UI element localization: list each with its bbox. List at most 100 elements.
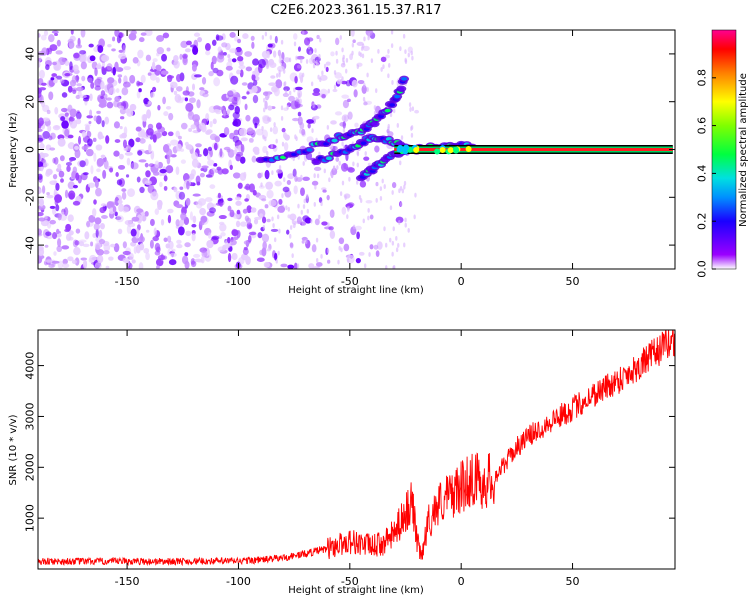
noise-blob [204,43,211,52]
noise-blob [130,228,137,237]
noise-blob [343,115,347,121]
noise-blob [184,48,191,53]
noise-blob [315,257,319,263]
noise-blob [209,120,213,128]
noise-blob [55,64,61,71]
noise-blob [339,191,343,197]
noise-blob [345,57,349,63]
noise-blob [229,48,237,54]
noise-blob [44,215,48,220]
noise-blob [191,83,196,91]
snr-frame [37,329,676,570]
noise-blob [295,96,298,102]
noise-blob [246,205,252,214]
noise-blob [230,75,239,85]
noise-blob [314,218,320,226]
noise-blob [385,54,390,59]
noise-blob [96,110,101,115]
snr-xtick-label: 0 [458,575,465,588]
noise-blob [103,250,110,255]
noise-blob [312,63,316,69]
noise-blob [39,198,45,207]
noise-blob [267,43,273,48]
noise-blob [225,65,233,71]
noise-blob [190,169,196,177]
noise-blob [99,98,107,106]
noise-blob [213,77,221,87]
noise-blob [409,107,412,112]
noise-blob [72,64,79,72]
noise-blob [112,36,116,42]
noise-blob [278,53,282,59]
noise-blob [242,208,248,214]
noise-blob [118,49,124,53]
noise-blob [325,61,331,66]
tone-blob [447,147,454,154]
noise-blob [145,54,152,62]
noise-blob [288,90,292,96]
noise-blob [131,259,136,264]
noise-blob [188,128,193,133]
noise-blob [404,57,407,63]
noise-blob [220,232,226,237]
noise-blob [68,116,75,122]
noise-blob [272,50,277,58]
noise-blob [328,226,334,231]
noise-blob [117,199,123,204]
noise-blob [393,108,396,114]
noise-blob [49,205,56,209]
noise-blob [201,165,209,169]
noise-blob [80,257,88,261]
noise-blob [234,145,243,151]
noise-blob [221,42,228,48]
figure-title: C2E6.2023.361.15.37.R17 [270,3,441,18]
chirp-core [389,103,396,107]
noise-blob [121,87,129,96]
noise-blob [182,90,190,96]
chirp-core [331,138,338,143]
noise-blob [213,109,220,113]
noise-blob [149,68,157,73]
noise-blob [131,216,140,222]
noise-blob [351,79,358,88]
noise-blob [178,135,182,140]
noise-blob [76,83,82,87]
noise-blob [238,65,246,70]
noise-blob [268,82,277,87]
noise-blob [67,181,75,190]
noise-blob [163,175,168,182]
noise-blob [176,73,182,83]
noise-blob [273,237,277,243]
noise-blob [257,172,262,179]
noise-blob [315,237,319,243]
noise-blob [155,122,162,130]
noise-blob [313,88,320,94]
noise-blob [280,115,284,121]
noise-blob [68,236,74,241]
noise-blob [38,33,41,38]
noise-blob [50,77,55,81]
noise-blob [191,151,199,161]
noise-blob [278,72,281,78]
noise-blob [223,127,230,136]
noise-blob [294,75,298,84]
tone-line [394,144,673,155]
noise-blob [175,86,183,92]
noise-blob [209,133,218,141]
noise-blob [192,193,201,197]
spectrogram-ytick-label: 0 [24,146,37,153]
noise-blob [48,34,55,43]
noise-blob [240,137,248,142]
noise-blob [78,94,87,99]
noise-blob [119,107,127,115]
noise-blob [379,186,383,192]
noise-blob [136,214,143,224]
noise-blob [413,214,416,220]
spectrogram-y-axis-label: Frequency (Hz) [8,112,19,188]
noise-blob [339,78,343,84]
noise-blob [297,46,302,52]
noise-blob [375,198,378,203]
noise-blob [67,134,74,139]
noise-blob [69,158,73,163]
noise-blob [182,56,188,66]
